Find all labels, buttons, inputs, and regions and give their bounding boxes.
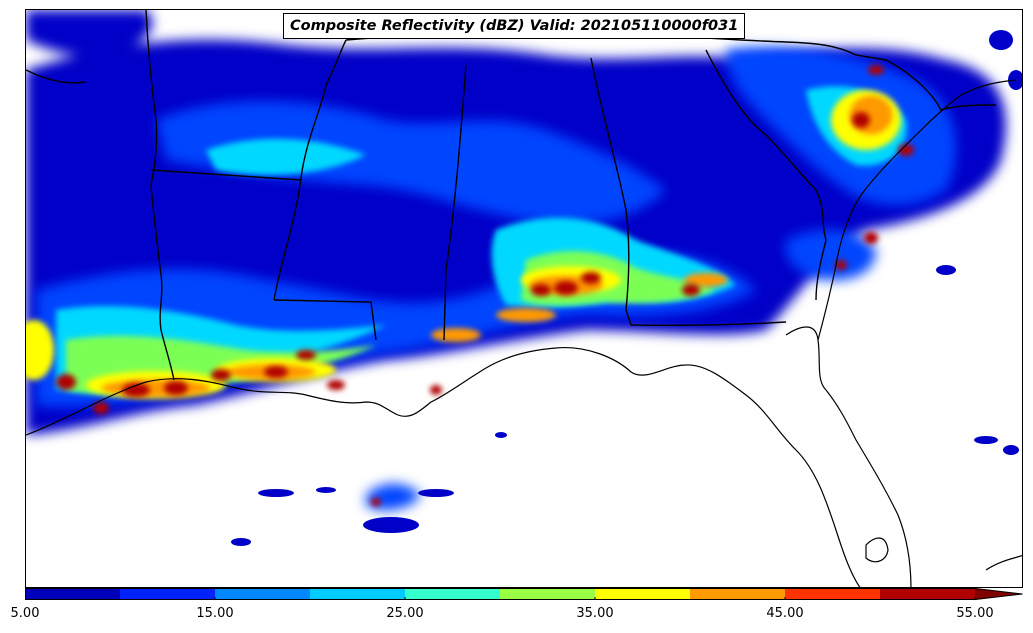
colorbar-tick-label: 25.00: [386, 606, 424, 621]
colorbar-tick-label: 15.00: [196, 606, 234, 621]
storm-cores: [56, 65, 914, 506]
scattered-echoes: [231, 30, 1022, 546]
colorbar-segment: [310, 588, 406, 600]
reflectivity-map: [26, 10, 1022, 587]
coastline: [26, 79, 1022, 587]
colorbar-segment: [880, 588, 976, 600]
colorbar-segment: [785, 588, 881, 600]
colorbar-tick-label: 55.00: [956, 606, 994, 621]
colorbar-segment: [215, 588, 311, 600]
colorbar-tick-label: 35.00: [576, 606, 614, 621]
colorbar-segment: [690, 588, 786, 600]
colorbar-segment: [120, 588, 216, 600]
colorbar-extend-arrow: [975, 588, 1023, 600]
colorbar-tick-label: 45.00: [766, 606, 804, 621]
colorbar: [25, 588, 1023, 600]
colorbar-segment: [500, 588, 596, 600]
map-title: Composite Reflectivity (dBZ) Valid: 2021…: [283, 13, 746, 39]
colorbar-segment: [25, 588, 121, 600]
colorbar-segment: [595, 588, 691, 600]
state-borders: [26, 10, 997, 381]
colorbar-tick-label: 5.00: [10, 606, 40, 621]
map-panel: [25, 9, 1023, 588]
colorbar-segment: [405, 588, 501, 600]
